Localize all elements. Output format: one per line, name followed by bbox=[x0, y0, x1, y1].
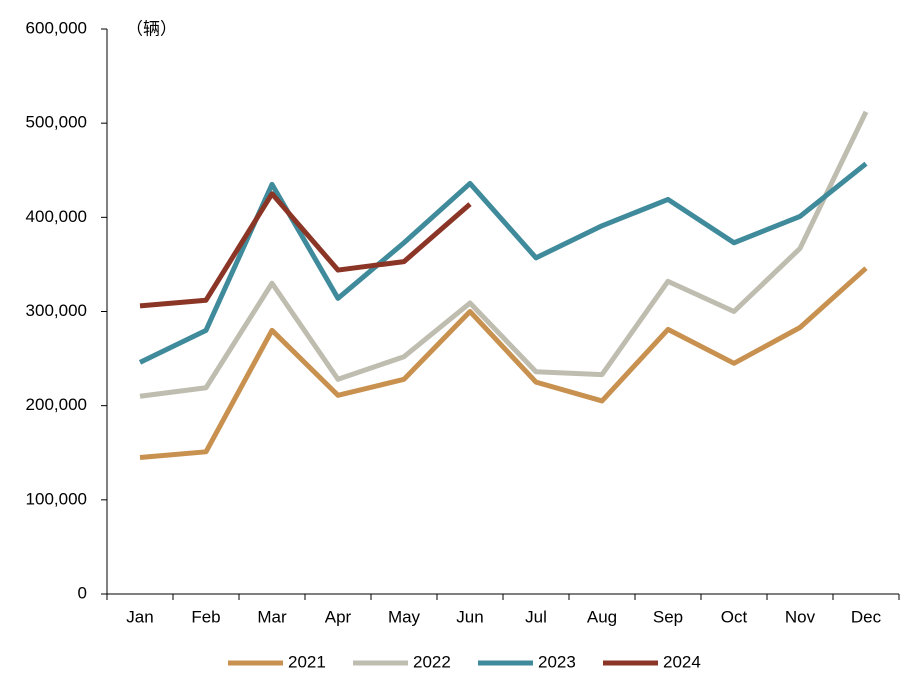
x-tick-label: Oct bbox=[721, 607, 748, 626]
line-series bbox=[139, 266, 868, 460]
x-tick-label: Jan bbox=[126, 607, 153, 626]
x-tick-label: May bbox=[388, 607, 421, 626]
unit-label: （辆） bbox=[126, 19, 177, 38]
x-tick-label: Jul bbox=[525, 607, 547, 626]
x-tick-label: Nov bbox=[785, 607, 816, 626]
line-series bbox=[139, 110, 869, 399]
legend-label: 2021 bbox=[288, 652, 326, 671]
y-tick-label: 0 bbox=[78, 583, 87, 602]
y-tick-label: 500,000 bbox=[26, 113, 87, 132]
x-tick-label: Feb bbox=[191, 607, 220, 626]
y-tick-label: 200,000 bbox=[26, 395, 87, 414]
y-tick-label: 300,000 bbox=[26, 301, 87, 320]
line-series bbox=[138, 161, 868, 365]
legend-label: 2023 bbox=[538, 652, 576, 671]
x-tick-label: Mar bbox=[257, 607, 287, 626]
x-tick-label: Apr bbox=[325, 607, 352, 626]
x-tick-label: Jun bbox=[456, 607, 483, 626]
x-tick-label: Aug bbox=[587, 607, 617, 626]
y-tick-label: 100,000 bbox=[26, 489, 87, 508]
legend-label: 2022 bbox=[413, 652, 451, 671]
y-tick-label: 400,000 bbox=[26, 207, 87, 226]
legend-label: 2024 bbox=[663, 652, 701, 671]
x-tick-label: Sep bbox=[653, 607, 683, 626]
line-series bbox=[139, 191, 472, 309]
y-tick-label: 600,000 bbox=[26, 18, 87, 37]
x-tick-label: Dec bbox=[851, 607, 882, 626]
